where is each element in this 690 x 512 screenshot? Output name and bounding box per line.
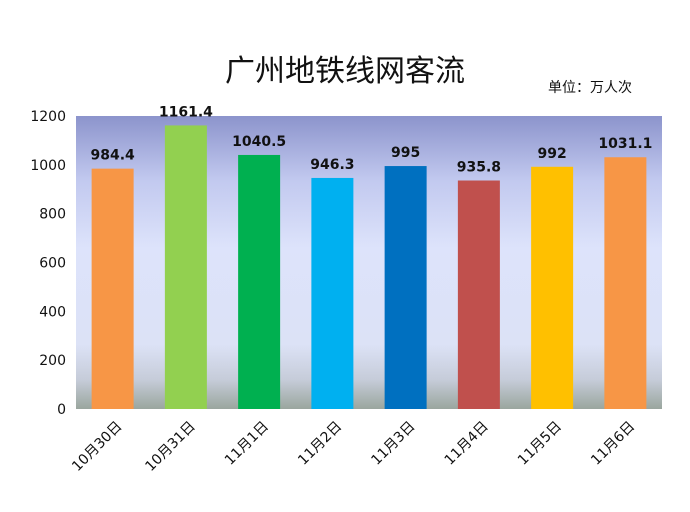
- unit-label: 单位：万人次: [548, 80, 632, 96]
- x-tick-label: 11月4日: [442, 419, 492, 469]
- y-tick-label: 1200: [30, 109, 66, 125]
- y-tick-label: 400: [39, 304, 66, 320]
- x-tick-label: 11月2日: [295, 419, 345, 469]
- data-label: 935.8: [457, 160, 501, 176]
- data-label: 1031.1: [598, 136, 652, 152]
- y-tick-label: 0: [57, 402, 66, 418]
- bar: [384, 166, 427, 409]
- bar: [311, 177, 354, 409]
- y-tick-label: 1000: [30, 158, 66, 174]
- x-tick-label: 10月30日: [69, 419, 125, 475]
- y-tick-label: 800: [39, 207, 66, 223]
- bar: [457, 180, 500, 409]
- data-label: 946.3: [310, 157, 354, 173]
- y-axis: 0 200 400 600 800 1000 1200: [30, 109, 66, 418]
- bar: [604, 157, 647, 409]
- x-tick-label: 11月5日: [515, 419, 565, 469]
- data-labels: 984.4 1161.4 1040.5 946.3 995 935.8 992 1031.1: [90, 104, 652, 175]
- x-tick-label: 11月3日: [368, 419, 418, 469]
- bar: [91, 168, 134, 409]
- data-label: 1161.4: [159, 104, 213, 120]
- bar: [164, 125, 207, 409]
- data-label: 1040.5: [232, 134, 286, 150]
- data-label: 984.4: [90, 148, 135, 164]
- data-label: 995: [391, 145, 420, 161]
- x-tick-label: 11月6日: [588, 419, 638, 469]
- data-label: 992: [538, 146, 567, 162]
- bars: [91, 125, 647, 409]
- x-tick-label: 11月1日: [222, 419, 272, 469]
- bar: [531, 166, 574, 409]
- y-tick-label: 600: [39, 256, 66, 272]
- x-axis-labels: 10月30日 10月31日 11月1日 11月2日 11月3日 11月4日 11月5日 11月…: [69, 419, 638, 475]
- bar: [238, 154, 281, 409]
- y-tick-label: 200: [39, 353, 66, 369]
- x-tick-label: 10月31日: [142, 419, 198, 475]
- chart-title: 广州地铁线网客流: [225, 54, 465, 89]
- plot-area: [76, 116, 662, 409]
